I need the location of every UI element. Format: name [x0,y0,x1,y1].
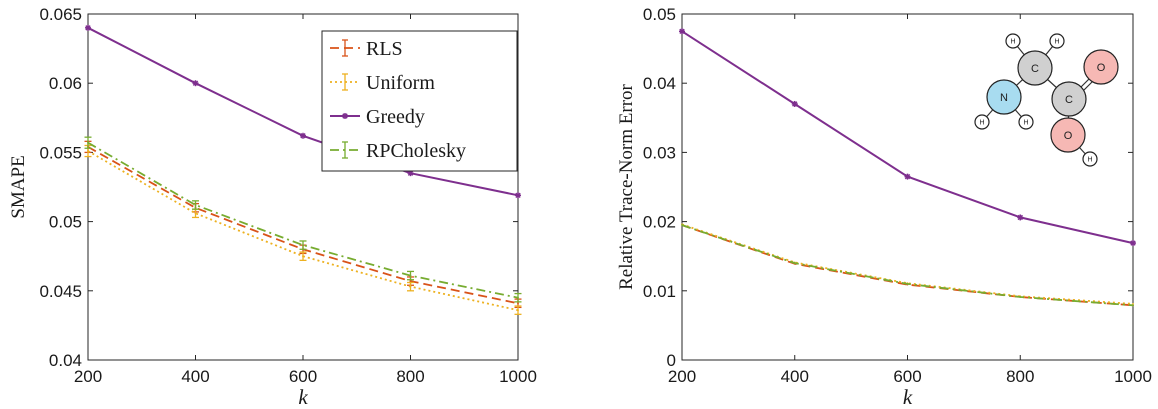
data-point-greedy [85,24,91,31]
x-tick-label: 200 [668,367,696,386]
hydrogen-atom [1005,33,1021,49]
data-point-rls [409,280,412,283]
y-tick-label: 0.06 [49,74,82,93]
atom-label: H [979,120,984,127]
hydrogen-atom [1049,33,1065,49]
data-point-rpcholesky [87,141,89,144]
atom-label: O [1064,130,1073,142]
x-tick-label: 800 [396,367,424,386]
y-tick-label: 0.04 [49,351,82,370]
data-point-rls [517,302,519,305]
data-point-rpcholesky [409,274,412,277]
x-tick-label: 1000 [1114,367,1152,386]
legend-label-rls: RLS [366,38,403,60]
x-tick-label: 600 [893,367,921,386]
y-tick-label: 0.045 [39,282,82,301]
nitrogen-atom [986,79,1022,115]
legend-label-uniform: Uniform [366,72,435,94]
y-tick-label: 0.04 [643,74,676,93]
data-point-uniform [517,309,519,312]
y-tick-label: 0.03 [643,143,676,162]
x-tick-label: 400 [181,367,209,386]
legend-label-rpcholesky: RPCholesky [366,140,466,162]
atom-label: H [1023,120,1028,127]
y-tick-label: 0 [667,351,676,370]
data-point-rpcholesky [681,224,683,226]
data-point-rpcholesky [1132,304,1134,307]
y-axis-label: Relative Trace-Norm Error [616,83,637,289]
carbon-atom [1051,81,1087,117]
x-axis-label: k [298,385,308,409]
x-tick-label: 1000 [499,367,537,386]
hydrogen-atom [1082,151,1098,167]
data-point-greedy [791,100,798,107]
axes-box [681,13,1134,361]
data-point-greedy [300,132,306,139]
trace-norm-error-plot: 200 400 600 800 1000 0 0.01 0.02 0.03 0.04 0.05 k Re… [616,5,1152,409]
data-point-greedy [1017,214,1024,221]
atom-label: N [1000,92,1008,104]
data-point-rpcholesky [906,282,909,285]
legend-label-greedy: Greedy [366,106,425,128]
data-point-greedy [904,173,911,180]
y-axis-label: SMAPE [8,155,29,218]
atom-label: O [1097,62,1106,74]
oxygen-atom [1050,117,1086,153]
y-tick-label: 0.05 [49,213,82,232]
y-tick-label: 0.02 [643,213,676,232]
x-tick-label: 400 [781,367,809,386]
data-point-rpcholesky [302,244,304,247]
y-tick-label: 0.055 [39,143,82,162]
data-point-rpcholesky [1019,296,1022,298]
y-tick-label: 0.065 [39,5,82,24]
data-point-greedy [515,192,521,199]
atom-label: C [1031,63,1039,75]
data-point-greedy [1130,240,1136,247]
data-point-uniform [87,150,89,152]
series-line-uniform [87,150,519,312]
x-tick-label: 600 [289,367,317,386]
legend-box [321,30,518,172]
data-point-greedy [679,28,685,35]
atom-label: H [1010,39,1015,46]
y-tick-label: 0.01 [643,282,676,301]
data-point-greedy [192,80,199,87]
series-line-uniform [681,223,1134,305]
series-line-rls [681,224,1134,307]
data-point-rpcholesky [517,296,519,299]
series-line-rpcholesky [87,141,519,299]
data-point-uniform [409,285,412,288]
atom-label: H [1054,39,1059,46]
x-tick-label: 800 [1006,367,1034,386]
legend: RLS Uniform Greedy RPCholesky [321,30,518,172]
y-tick-label: 0.05 [643,5,676,24]
smape-plot: 200 400 600 800 1000 0.04 0.045 0.05 0.055 0.06 0.… [8,5,537,409]
data-point-uniform [302,255,304,258]
atom-label: H [1087,157,1092,164]
data-point-rpcholesky [194,204,197,206]
carbon-atom [1017,50,1053,86]
hydrogen-atom [974,114,990,130]
oxygen-atom [1083,49,1119,85]
molecule-inset: C C N O O H H H H H [974,33,1119,167]
data-point-greedy [407,170,414,177]
series-line-rpcholesky [681,224,1134,307]
hydrogen-atom [1018,114,1034,130]
atom-label: C [1065,94,1073,106]
x-axis-label: k [903,385,913,409]
data-point-uniform [194,212,197,215]
x-tick-label: 200 [74,367,102,386]
data-point-rpcholesky [793,262,796,265]
legend-marker [342,113,348,119]
